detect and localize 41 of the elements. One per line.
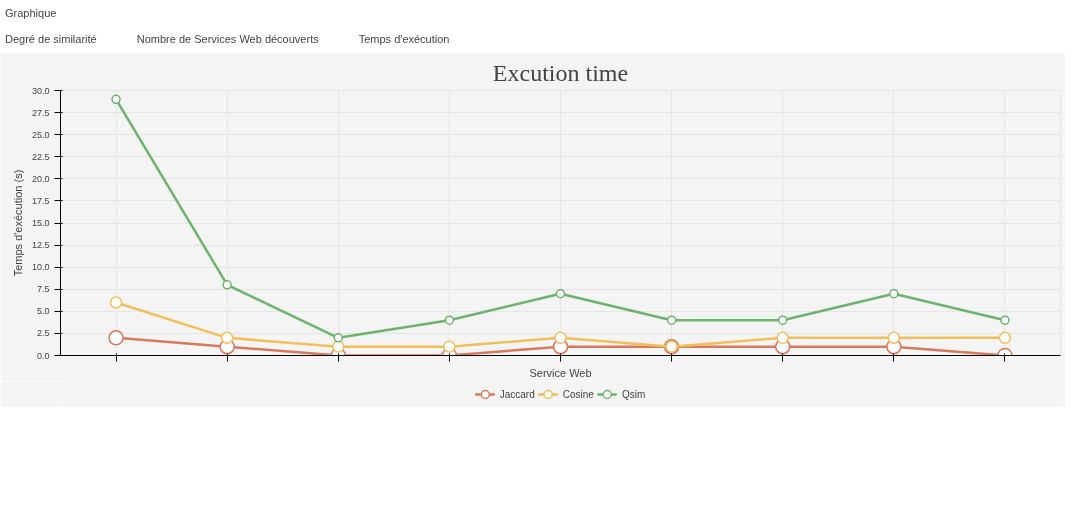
point xyxy=(776,331,789,345)
point xyxy=(332,340,345,353)
x-axis-title: Service Web xyxy=(529,366,592,379)
y-tick-label: 22.5 xyxy=(31,151,50,162)
text: Nombre de Services Web découverts xyxy=(136,33,319,45)
point xyxy=(555,288,566,299)
y-tick-label: 7.5 xyxy=(36,284,50,295)
legend-label: Qsim xyxy=(621,388,646,400)
point xyxy=(222,280,232,290)
y-axis-title: Temps d'exécution (s) xyxy=(11,169,24,277)
y-tick-label: 25.0 xyxy=(31,129,50,140)
y-tick-label: 30.0 xyxy=(31,85,50,96)
legend-label: Jaccard xyxy=(499,388,535,400)
y-tick-label: 17.5 xyxy=(31,195,50,206)
y-tick-label: 10.0 xyxy=(31,262,50,273)
point xyxy=(666,315,677,325)
point xyxy=(554,331,567,345)
point xyxy=(333,333,344,343)
point xyxy=(109,296,123,309)
point xyxy=(444,315,455,325)
point xyxy=(777,315,788,325)
y-tick-label: 2.5 xyxy=(36,328,50,339)
text: Graphique xyxy=(5,7,57,19)
text: Degré de similarité xyxy=(5,33,97,45)
y-tick-label: 12.5 xyxy=(31,240,50,251)
point xyxy=(111,94,121,105)
y-tick-label: 27.5 xyxy=(31,107,50,118)
point xyxy=(998,331,1012,345)
point xyxy=(887,331,901,345)
point xyxy=(443,340,456,353)
point xyxy=(1000,315,1010,325)
y-tick-label: 15.0 xyxy=(31,218,50,228)
point xyxy=(889,288,899,299)
point xyxy=(108,330,124,346)
legend-label: Cosine xyxy=(562,388,594,400)
y-tick-label: 0.0 xyxy=(36,350,50,361)
y-tick-label: 5.0 xyxy=(36,306,50,317)
chart-title: Excution time xyxy=(492,59,629,86)
text: Temps d'exécution xyxy=(358,33,450,45)
y-tick-label: 20.0 xyxy=(31,173,50,184)
point xyxy=(220,331,234,345)
